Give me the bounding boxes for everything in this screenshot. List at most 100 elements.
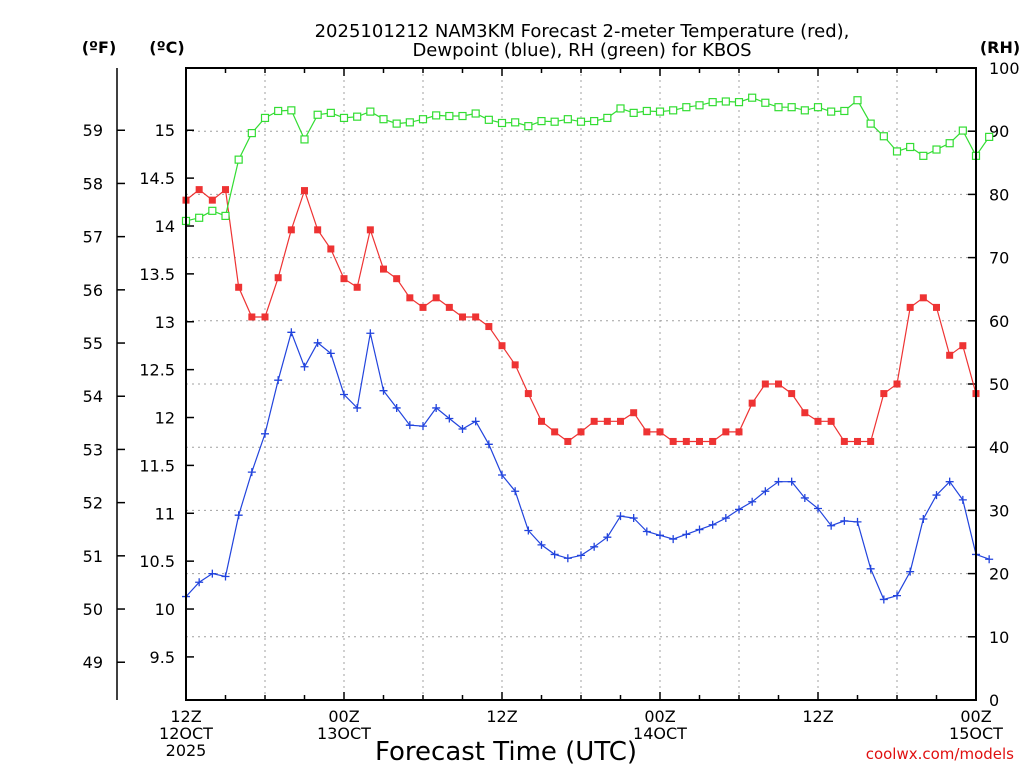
data-point [301, 187, 308, 195]
data-point [537, 540, 546, 549]
rh-tick-label: 60 [989, 312, 1009, 331]
data-point [445, 414, 454, 423]
data-point [630, 409, 638, 417]
data-point [827, 417, 835, 425]
rh-tick-label: 0 [989, 691, 999, 710]
data-point [985, 555, 994, 564]
x-tick-label: 00Z [960, 707, 991, 726]
data-point [774, 103, 783, 112]
data-point [511, 361, 519, 369]
x-tick-label: 00Z [328, 707, 359, 726]
data-point [432, 294, 440, 302]
data-point [419, 303, 427, 311]
data-point [498, 470, 506, 479]
data-point [576, 117, 586, 126]
data-point [300, 135, 309, 144]
data-point [682, 437, 690, 445]
data-point [392, 403, 401, 412]
data-point [471, 417, 480, 426]
data-point [235, 283, 243, 291]
rh-tick-label: 50 [989, 375, 1009, 394]
fahrenheit-tick-label: 53 [83, 440, 103, 459]
fahrenheit-tick-label: 52 [83, 494, 103, 513]
data-point [551, 428, 559, 436]
data-point [287, 328, 296, 337]
rh-tick-label: 80 [989, 185, 1009, 204]
data-point [735, 428, 743, 436]
data-point [445, 303, 453, 311]
data-point [656, 531, 664, 540]
data-point [326, 349, 335, 358]
data-point [919, 294, 927, 302]
data-point [616, 104, 625, 113]
data-point [208, 569, 217, 578]
data-point [932, 491, 941, 500]
x-tick-label: 14OCT [633, 724, 687, 743]
celsius-tick-label: 11.5 [139, 456, 175, 475]
x-tick-label: 12OCT [159, 724, 213, 743]
data-point [418, 115, 428, 124]
data-point [221, 572, 230, 581]
data-point [287, 226, 295, 234]
data-point [669, 535, 678, 544]
data-point [840, 437, 848, 445]
data-point [788, 390, 796, 398]
rh-tick-label: 40 [989, 438, 1009, 457]
data-point [208, 206, 217, 215]
data-point [405, 421, 414, 430]
data-point [919, 515, 928, 524]
x-tick-label: 15OCT [949, 724, 1003, 743]
data-point [248, 313, 256, 321]
data-point [813, 103, 823, 112]
rh-tick-label: 30 [989, 501, 1009, 520]
series-filled-square [182, 186, 980, 445]
data-point [945, 139, 954, 148]
x-axis-title: Forecast Time (UTC) [375, 737, 637, 767]
data-point [643, 428, 651, 436]
data-point [853, 96, 862, 105]
celsius-tick-label: 13.5 [139, 265, 175, 284]
series-plus [182, 328, 994, 604]
rh-tick-label: 10 [989, 628, 1009, 647]
data-point [734, 98, 744, 107]
data-point [313, 338, 322, 347]
chart-title-line-2: Dewpoint (blue), RH (green) for KBOS [412, 40, 751, 61]
data-point [695, 525, 704, 534]
data-point [314, 226, 322, 234]
data-point [406, 294, 414, 302]
data-point [537, 116, 546, 126]
celsius-tick-label: 11 [155, 504, 175, 523]
data-point [393, 275, 401, 283]
data-point [617, 417, 624, 425]
fahrenheit-tick-label: 59 [83, 121, 103, 140]
axes: 49 50 51 52 53 54 55 56 57 58 59 9.5 10 10.5 11 11.5 12 1… [83, 59, 1020, 760]
data-point [880, 390, 888, 398]
rh-tick-label: 100 [989, 59, 1020, 78]
data-point [195, 578, 204, 587]
data-point [854, 437, 861, 445]
data-point [933, 303, 940, 311]
data-point [353, 403, 362, 412]
data-point [484, 440, 493, 449]
data-point [471, 109, 480, 118]
data-point [195, 186, 203, 194]
data-point [366, 226, 374, 234]
data-point [761, 380, 769, 388]
celsius-tick-label: 10.5 [139, 552, 175, 571]
data-point [195, 213, 204, 222]
data-point [472, 313, 480, 321]
data-point [721, 97, 730, 106]
data-point [748, 399, 756, 407]
celsius-tick-label: 13 [155, 313, 175, 332]
data-point [827, 521, 836, 530]
data-point [906, 303, 914, 311]
fahrenheit-tick-label: 57 [83, 228, 103, 247]
data-point [709, 437, 717, 445]
data-point [405, 118, 414, 127]
data-point [261, 429, 269, 438]
data-point [222, 186, 229, 194]
data-point [814, 417, 822, 425]
data-point [326, 108, 335, 117]
data-point [577, 551, 585, 560]
celsius-tick-label: 15 [155, 121, 175, 140]
